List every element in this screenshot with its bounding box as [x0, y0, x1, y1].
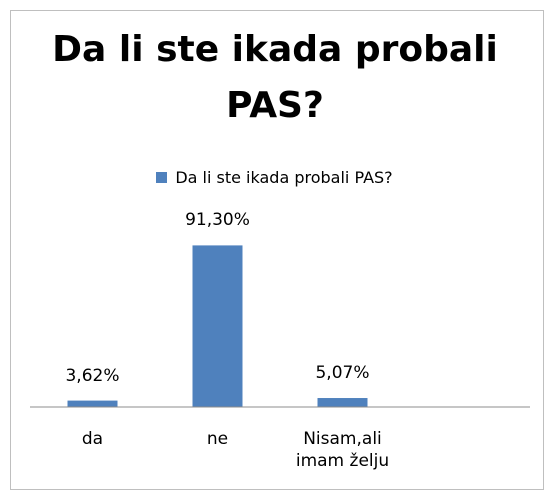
- chart-frame: [10, 10, 544, 490]
- bar: [67, 400, 118, 407]
- legend: Da li ste ikada probali PAS?: [0, 168, 549, 187]
- x-tick-label: ne: [206, 429, 229, 449]
- legend-label: Da li ste ikada probali PAS?: [175, 168, 393, 187]
- data-label: 5,07%: [315, 363, 370, 384]
- legend-swatch: [156, 172, 168, 183]
- x-tick-label: da: [81, 429, 104, 449]
- bar: [192, 245, 243, 407]
- chart-title: Da li ste ikada probali PAS?: [52, 29, 498, 126]
- x-tick-label: Nisam,ali imam želju: [295, 429, 390, 471]
- data-label: 91,30%: [185, 210, 250, 231]
- data-label: 3,62%: [65, 365, 120, 386]
- bar: [317, 398, 368, 407]
